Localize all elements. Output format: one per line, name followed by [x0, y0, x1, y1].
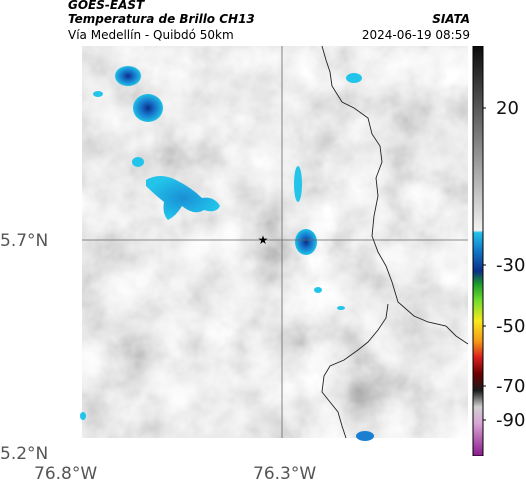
cloud-cell: [346, 73, 362, 83]
lat-label: 5.2°N: [0, 444, 49, 464]
cloud-cell: [115, 66, 141, 86]
admin-border: [321, 303, 389, 439]
cloud-cell: [337, 306, 345, 310]
cloud-cell: [295, 229, 317, 255]
region-subtitle: Vía Medellín - Quibdó 50km: [68, 28, 234, 42]
colorbar-tick-label: -70: [496, 376, 526, 397]
lat-label: 5.7°N: [0, 231, 49, 251]
datetime-label: 2024-06-19 08:59: [361, 28, 470, 42]
source-label: SIATA: [432, 12, 470, 26]
cloud-cell: [133, 94, 163, 122]
colorbar-ticks: [483, 107, 486, 421]
colorbar-tick-label: -30: [496, 255, 526, 276]
cloud-cell: [132, 157, 144, 167]
cloud-cell: [80, 412, 86, 420]
cold-cloud-tops: [80, 66, 374, 441]
satellite-map: ★: [68, 46, 470, 455]
colorbar-tick-label: -50: [496, 316, 526, 337]
admin-border: [321, 46, 469, 345]
satellite-title: GOES-EAST: [68, 0, 145, 12]
lon-label: 76.8°W: [34, 464, 98, 484]
product-title: Temperatura de Brillo CH13: [68, 12, 255, 26]
cloud-cell: [294, 166, 302, 202]
cloud-cell: [356, 431, 374, 441]
cloud-cell: [314, 287, 322, 293]
colorbar-tick-label: -90: [496, 410, 526, 431]
cloud-band: [146, 176, 220, 220]
location-marker-icon: ★: [258, 233, 269, 247]
colorbar-tick-label: 20: [496, 98, 519, 119]
colorbar: [472, 46, 486, 456]
colorbar-scale: [472, 46, 484, 456]
lon-label: 76.3°W: [253, 464, 317, 484]
cloud-cell: [93, 91, 103, 97]
